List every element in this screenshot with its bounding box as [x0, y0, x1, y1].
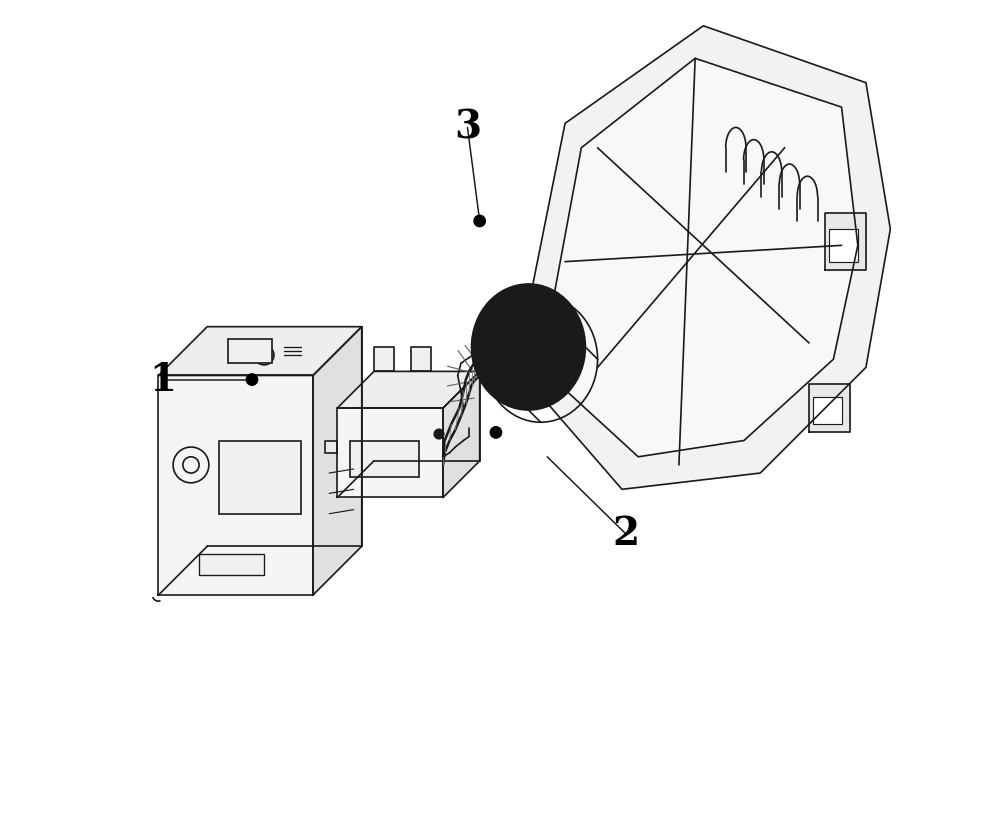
- Polygon shape: [516, 26, 890, 490]
- Circle shape: [246, 374, 258, 385]
- Bar: [829, 229, 858, 262]
- Polygon shape: [825, 213, 866, 270]
- Polygon shape: [158, 326, 362, 375]
- Polygon shape: [325, 441, 337, 453]
- Polygon shape: [411, 347, 431, 371]
- Polygon shape: [337, 408, 443, 498]
- Text: 3: 3: [454, 109, 481, 146]
- Polygon shape: [443, 371, 480, 498]
- Polygon shape: [374, 347, 394, 371]
- Polygon shape: [809, 384, 850, 432]
- Bar: [813, 397, 842, 424]
- Bar: [350, 441, 419, 477]
- Bar: [219, 441, 301, 514]
- Circle shape: [490, 427, 502, 438]
- Polygon shape: [313, 326, 362, 595]
- Text: 1: 1: [149, 361, 176, 398]
- Ellipse shape: [472, 284, 585, 410]
- Circle shape: [434, 429, 444, 439]
- Polygon shape: [337, 371, 480, 408]
- Bar: [199, 554, 264, 574]
- Bar: [228, 339, 272, 363]
- Text: 2: 2: [612, 515, 640, 553]
- Polygon shape: [541, 58, 858, 457]
- Circle shape: [474, 215, 485, 227]
- Polygon shape: [158, 375, 313, 595]
